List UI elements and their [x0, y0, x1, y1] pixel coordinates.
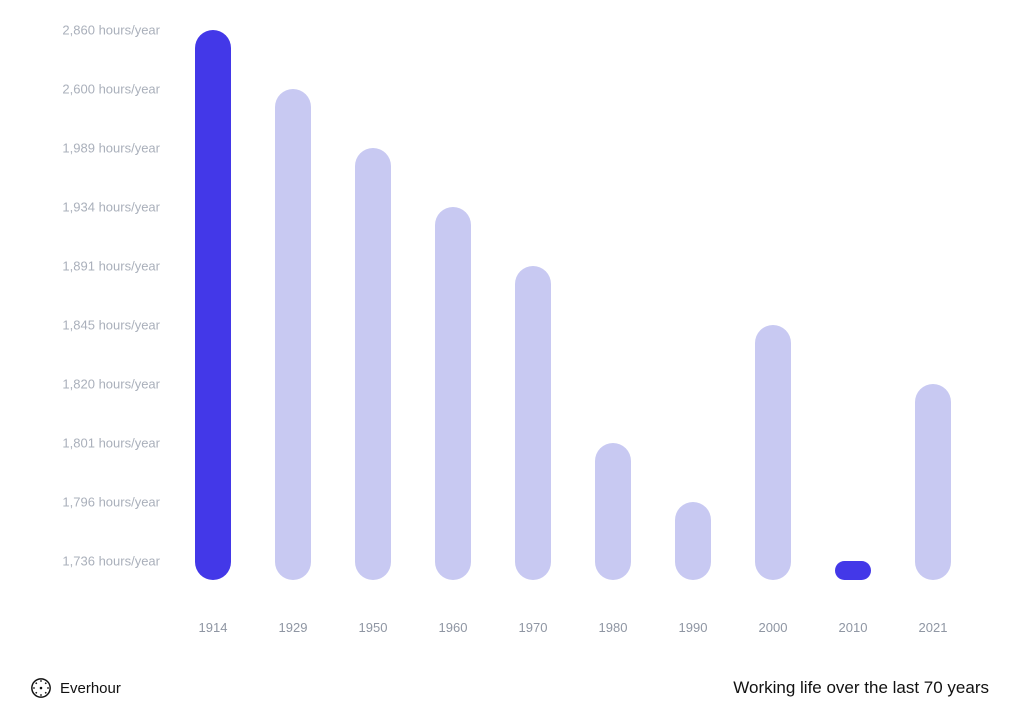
everhour-logo-icon: [30, 677, 52, 699]
x-axis-label: 1970: [513, 620, 553, 635]
y-axis-labels: 2,860 hours/year 2,600 hours/year 1,989 ho…: [0, 20, 180, 610]
y-axis-label: 2,860 hours/year: [62, 23, 160, 38]
bar: [675, 502, 711, 580]
x-axis-label: 1980: [593, 620, 633, 635]
chart-caption: Working life over the last 70 years: [733, 678, 989, 698]
y-axis-label: 1,845 hours/year: [62, 318, 160, 333]
x-axis-labels: 1914 1929 1950 1960 1970 1980 1990 2000 2010 2021: [195, 620, 995, 640]
bar: [275, 89, 311, 580]
bar: [755, 325, 791, 580]
x-axis-label: 2010: [833, 620, 873, 635]
y-axis-label: 1,891 hours/year: [62, 259, 160, 274]
chart-container: 2,860 hours/year 2,600 hours/year 1,989 ho…: [0, 0, 1024, 728]
bar: [435, 207, 471, 580]
y-axis-label: 2,600 hours/year: [62, 82, 160, 97]
bar: [355, 148, 391, 580]
x-axis-label: 1929: [273, 620, 313, 635]
y-axis-label: 1,796 hours/year: [62, 495, 160, 510]
brand-name: Everhour: [60, 680, 121, 697]
bar: [915, 384, 951, 580]
y-axis-label: 1,801 hours/year: [62, 436, 160, 451]
x-axis-label: 1914: [193, 620, 233, 635]
y-axis-label: 1,736 hours/year: [62, 554, 160, 569]
x-axis-label: 1990: [673, 620, 713, 635]
y-axis-label: 1,989 hours/year: [62, 141, 160, 156]
x-axis-label: 2000: [753, 620, 793, 635]
bar: [515, 266, 551, 580]
bar: [595, 443, 631, 580]
x-axis-label: 2021: [913, 620, 953, 635]
x-axis-label: 1950: [353, 620, 393, 635]
brand: Everhour: [30, 677, 121, 699]
bars-group: [195, 20, 995, 610]
footer: Everhour Working life over the last 70 y…: [30, 673, 989, 703]
y-axis-label: 1,820 hours/year: [62, 377, 160, 392]
chart-area: 2,860 hours/year 2,600 hours/year 1,989 ho…: [0, 20, 1024, 640]
bar: [835, 561, 871, 580]
bar: [195, 30, 231, 580]
x-axis-label: 1960: [433, 620, 473, 635]
y-axis-label: 1,934 hours/year: [62, 200, 160, 215]
